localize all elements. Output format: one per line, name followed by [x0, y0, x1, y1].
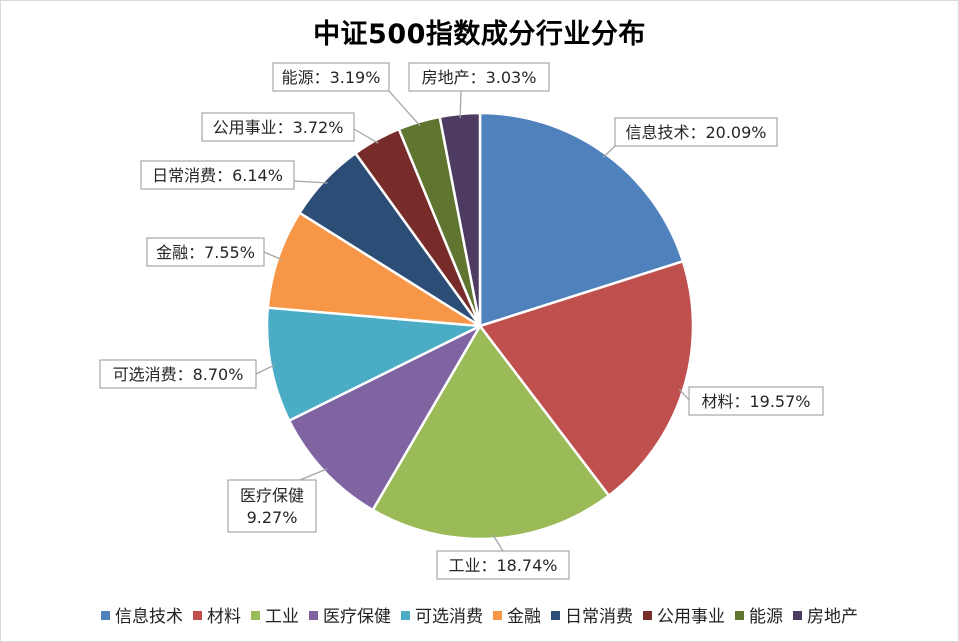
legend-swatch — [309, 611, 318, 620]
legend-item-8: 公用事业 — [643, 602, 725, 627]
legend-swatch — [101, 611, 110, 620]
leader-line-4 — [299, 468, 328, 481]
chart-legend: 信息技术 材料 工业 医疗保健 可选消费 金融 日常消费 公用事业 能源 房地产 — [0, 602, 959, 627]
data-label-box — [614, 117, 778, 147]
legend-swatch — [643, 611, 652, 620]
legend-label: 金融 — [507, 607, 541, 627]
data-label-box — [146, 237, 265, 267]
legend-label: 公用事业 — [657, 607, 725, 627]
pie-slice-2 — [478, 260, 695, 497]
data-label-box — [201, 112, 355, 142]
data-label-6: 金融：7.55% — [146, 237, 265, 267]
data-label-2: 材料：19.57% — [688, 386, 824, 416]
legend-item-3: 工业 — [251, 602, 299, 627]
leader-line-1 — [602, 145, 616, 158]
leader-line-2 — [678, 388, 690, 401]
legend-swatch — [251, 611, 260, 620]
data-label-10: 房地产：3.03% — [408, 62, 550, 92]
data-label-text: 公用事业：3.72% — [213, 118, 344, 137]
data-label-box — [272, 62, 390, 92]
data-label-3: 工业：18.74% — [436, 550, 570, 580]
data-label-box — [99, 359, 257, 389]
pie-slices — [265, 111, 695, 541]
legend-item-2: 材料 — [193, 602, 241, 627]
leader-line-3 — [492, 534, 504, 552]
data-label-text: 工业：18.74% — [448, 556, 557, 575]
data-label-9: 能源：3.19% — [272, 62, 390, 92]
pie-slice-5 — [265, 306, 482, 422]
legend-label: 可选消费 — [415, 607, 483, 627]
data-label-box — [227, 479, 317, 533]
legend-item-9: 能源 — [735, 602, 783, 627]
data-label-1: 信息技术：20.09% — [614, 117, 778, 147]
legend-label: 房地产 — [807, 607, 858, 627]
pie-slice-4 — [287, 324, 482, 512]
data-labels: 信息技术：20.09% 材料：19.57% 工业：18.74% 医疗保健 9.27% 可选… — [99, 62, 824, 580]
legend-item-6: 金融 — [493, 602, 541, 627]
data-label-text: 9.27% — [247, 508, 298, 527]
data-label-8: 公用事业：3.72% — [201, 112, 355, 142]
data-label-7: 日常消费：6.14% — [140, 160, 295, 190]
legend-label: 材料 — [207, 607, 241, 627]
leader-line-7 — [293, 180, 328, 184]
data-label-text: 房地产：3.03% — [422, 68, 537, 87]
chart-title: 中证500指数成分行业分布 — [313, 19, 646, 50]
legend-item-10: 房地产 — [793, 602, 858, 627]
data-label-text: 材料：19.57% — [701, 392, 810, 411]
legend-swatch — [793, 611, 802, 620]
legend-item-7: 日常消费 — [551, 602, 633, 627]
data-label-text: 日常消费：6.14% — [152, 166, 283, 185]
leader-line-6 — [263, 251, 283, 261]
leader-line-5 — [255, 364, 275, 375]
legend-label: 日常消费 — [565, 607, 633, 627]
data-label-text: 金融：7.55% — [156, 243, 255, 262]
data-label-box — [140, 160, 295, 190]
pie-slice-3 — [371, 324, 611, 541]
legend-label: 能源 — [749, 607, 783, 627]
data-label-text: 可选消费：8.70% — [113, 365, 244, 384]
leader-line-8 — [353, 128, 379, 144]
data-label-text: 医疗保健 — [240, 486, 304, 505]
legend-label: 医疗保健 — [323, 607, 391, 627]
legend-label: 工业 — [265, 607, 299, 627]
data-label-text: 信息技术：20.09% — [625, 123, 766, 142]
legend-item-5: 可选消费 — [401, 602, 483, 627]
data-label-box — [436, 550, 570, 580]
leader-line-9 — [388, 90, 421, 127]
data-label-box — [408, 62, 550, 92]
data-label-5: 可选消费：8.70% — [99, 359, 257, 389]
legend-swatch — [551, 611, 560, 620]
legend-swatch — [493, 611, 502, 620]
leader-lines — [255, 90, 690, 552]
legend-item-4: 医疗保健 — [309, 602, 391, 627]
legend-swatch — [735, 611, 744, 620]
data-label-box — [688, 386, 824, 416]
data-label-text: 能源：3.19% — [282, 68, 381, 87]
legend-label: 信息技术 — [115, 607, 183, 627]
data-label-4: 医疗保健 9.27% — [227, 479, 317, 533]
legend-item-1: 信息技术 — [101, 602, 183, 627]
pie-slice-1 — [478, 111, 685, 328]
leader-line-10 — [459, 90, 462, 118]
legend-swatch — [401, 611, 410, 620]
legend-swatch — [193, 611, 202, 620]
